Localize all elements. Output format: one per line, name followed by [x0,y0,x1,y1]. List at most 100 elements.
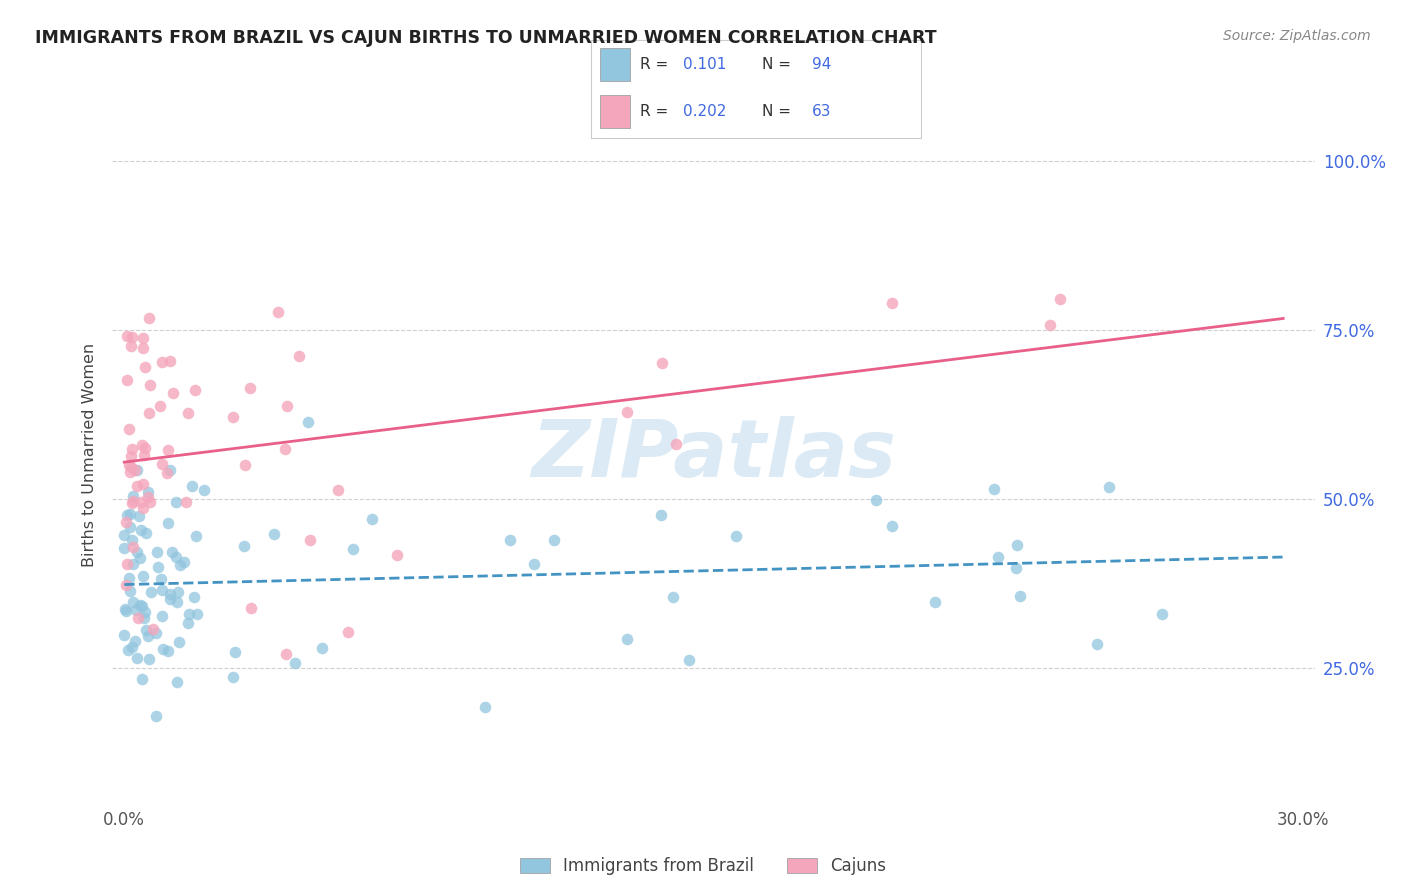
Point [134,359,156,374]
Point [131,599,153,614]
Point [125,463,148,477]
Point [121,496,143,510]
Point [1039,318,1062,332]
Point [131,501,153,516]
Point [117,508,139,523]
Point [166,595,188,609]
Point [326,483,349,498]
Point [166,675,188,690]
Point [129,598,152,612]
Legend: Immigrants from Brazil, Cajuns: Immigrants from Brazil, Cajuns [513,851,893,882]
Point [159,463,181,477]
Point [186,528,208,542]
Point [284,656,307,670]
Point [121,494,143,508]
Point [121,640,143,655]
Point [138,495,160,509]
Point [114,602,136,616]
Point [276,647,298,661]
Point [112,541,135,555]
Point [146,560,169,574]
Point [145,626,167,640]
Point [118,422,141,436]
Point [1152,607,1174,621]
Point [287,349,309,363]
Point [299,533,322,548]
Point [120,339,142,353]
Point [134,449,156,463]
Point [135,525,157,540]
Point [112,528,135,542]
Point [129,524,152,538]
Point [117,642,139,657]
FancyBboxPatch shape [600,48,630,81]
Text: 63: 63 [811,103,831,119]
Text: N =: N = [762,103,796,119]
Point [124,463,146,477]
Point [131,438,153,452]
Point [233,458,256,472]
Point [239,600,262,615]
Text: R =: R = [640,103,673,119]
Point [169,635,191,649]
Point [124,633,146,648]
Point [173,555,195,569]
Point [159,592,181,607]
Point [132,477,155,491]
Point [122,540,145,554]
Text: R =: R = [640,57,673,71]
Point [156,516,179,530]
Point [122,558,145,572]
Point [131,672,153,686]
Point [297,415,319,429]
Point [865,493,887,508]
Point [156,466,179,480]
Point [162,385,184,400]
Point [149,572,172,586]
Point [120,449,142,463]
Point [118,507,141,521]
Point [112,628,135,642]
Point [159,354,181,368]
Point [193,483,215,498]
Point [118,584,141,599]
Point [1085,637,1108,651]
Point [221,409,243,424]
Point [665,437,688,451]
Y-axis label: Births to Unmarried Women: Births to Unmarried Women [82,343,97,567]
Point [169,558,191,573]
Point [152,641,174,656]
Point [121,594,143,608]
Point [118,458,141,472]
Point [385,548,408,562]
Point [132,331,155,345]
Point [150,458,173,472]
Point [342,542,364,557]
Point [121,533,143,548]
Point [132,611,155,625]
Point [1098,480,1121,494]
Point [142,622,165,636]
Point [179,607,201,621]
Point [266,305,288,319]
Point [474,699,496,714]
Point [678,653,700,667]
Point [118,571,141,585]
Point [115,329,138,343]
Point [882,296,904,310]
Text: 0.101: 0.101 [683,57,727,71]
Point [263,526,285,541]
Point [157,644,180,658]
Point [162,545,184,559]
Point [274,442,297,456]
Point [125,651,148,665]
Point [125,602,148,616]
Point [121,329,143,343]
Point [186,607,208,621]
Point [983,483,1005,497]
Point [138,406,160,420]
Point [177,406,200,420]
Point [222,670,245,684]
Point [128,509,150,524]
Point [276,399,298,413]
